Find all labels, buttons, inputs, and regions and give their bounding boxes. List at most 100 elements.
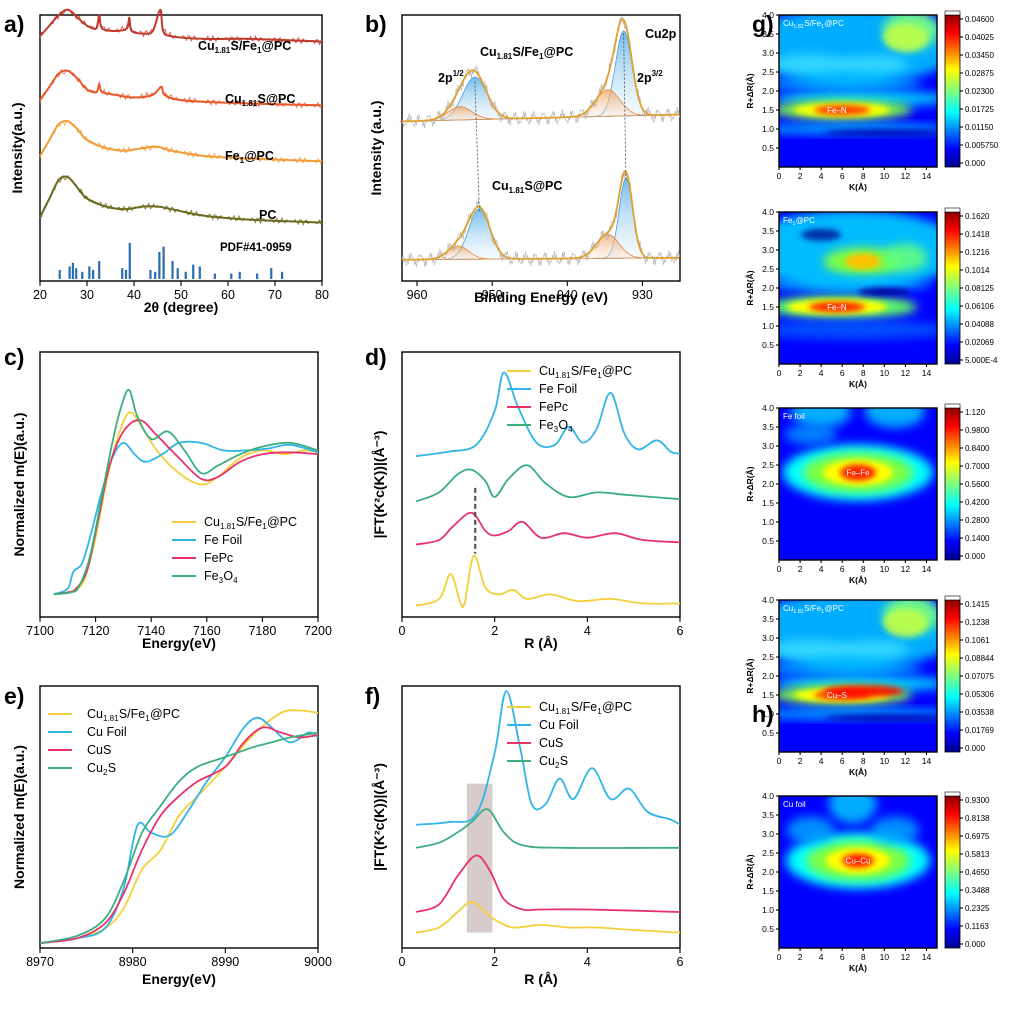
- x-tick-label: 10: [880, 756, 890, 766]
- y-tick-label: 1.0: [762, 709, 774, 719]
- series-line: [415, 690, 681, 826]
- x-tick-label: 2: [491, 624, 498, 638]
- y-tick-label: 4.0: [762, 403, 774, 413]
- plot-area-d: [401, 351, 681, 618]
- x-tick-label: 6: [677, 955, 684, 969]
- x-tick-label: 9000: [304, 955, 332, 969]
- series-noise: [39, 174, 322, 227]
- x-tick-label: 8: [861, 952, 866, 962]
- map-intensity: [779, 278, 933, 291]
- colorbar-label: 0.2325: [965, 904, 990, 913]
- series-label: Cu1.81 S/Fe1 @PC: [198, 39, 291, 55]
- colorbar-label: 0.01150: [965, 123, 994, 132]
- x-tick-label: 8: [861, 171, 866, 181]
- map-intensity: [814, 105, 871, 115]
- map-intensity: [779, 639, 851, 660]
- x-tick-label: 4: [819, 756, 824, 766]
- colorbar-cap: [944, 791, 961, 797]
- x-tick-label: 7160: [193, 624, 221, 638]
- colorbar-label: 0.1216: [965, 248, 990, 257]
- y-tick-label: 3.0: [762, 829, 774, 839]
- y-tick-label: 0.5: [762, 728, 774, 738]
- x-tick-label: 4: [584, 624, 591, 638]
- colorbar-label: 0.04088: [965, 320, 994, 329]
- map-annotation: Cu–Cu: [846, 857, 871, 866]
- colorbar-label: 0.000: [965, 744, 986, 753]
- x-tick-label: 14: [922, 368, 932, 378]
- map-intensity: [840, 464, 876, 481]
- x-tick-label: 4: [819, 368, 824, 378]
- series-line: [415, 511, 681, 546]
- plot-area-c: [39, 351, 319, 618]
- colorbar-cap: [944, 207, 961, 213]
- x-tick-label: 0: [777, 368, 782, 378]
- x-axis-label: Energy(eV): [142, 635, 216, 651]
- x-tick-label: 6: [677, 624, 684, 638]
- x-tick-label: 2: [491, 955, 498, 969]
- fit-component: [551, 233, 665, 260]
- map-intensity: [842, 853, 874, 868]
- colorbar-label: 0.03450: [965, 51, 994, 60]
- x-tick-label: 7140: [137, 624, 165, 638]
- x-tick-label: 6: [840, 368, 845, 378]
- colorbar-label: 0.4200: [965, 498, 990, 507]
- x-tick-label: 12: [901, 952, 911, 962]
- legend-label: Cu1.81 S/Fe1 @PC: [539, 700, 632, 716]
- plot-area-f: [401, 685, 681, 949]
- map-intensity: [858, 287, 911, 296]
- y-tick-label: 2.5: [762, 460, 774, 470]
- colorbar-label: 0.2800: [965, 516, 990, 525]
- x-tick-label: 14: [922, 564, 932, 574]
- y-tick-label: 2.5: [762, 652, 774, 662]
- x-axis-label: R (Å): [524, 971, 557, 987]
- map-intensity: [779, 54, 851, 75]
- map-intensity: [824, 714, 937, 721]
- colorbar: [944, 407, 961, 561]
- legend-label: Cu2 S: [87, 761, 116, 777]
- guide-line: [474, 81, 480, 212]
- map-intensity: [864, 408, 925, 428]
- x-axis-label: K(Å): [849, 767, 867, 777]
- y-tick-label: 3.0: [762, 633, 774, 643]
- y-tick-label: 3.0: [762, 441, 774, 451]
- x-axis-label: Energy(eV): [142, 971, 216, 987]
- series-line: [39, 726, 319, 944]
- map-intensity: [786, 816, 835, 845]
- colorbar-label: 0.1400: [965, 534, 990, 543]
- colorbar-label: 0.08125: [965, 284, 994, 293]
- map-intensity: [779, 660, 923, 677]
- panel-label: d): [365, 344, 387, 370]
- series-line: [415, 371, 681, 458]
- map-intensity: [870, 816, 919, 845]
- legend-label: Cu1.81 S/Fe1 @PC: [204, 515, 297, 531]
- colorbar-label: 0.1014: [965, 266, 990, 275]
- colorbar-cap: [944, 403, 961, 409]
- y-axis-label: Intensity(a.u.): [9, 102, 25, 193]
- y-tick-label: 1.5: [762, 302, 774, 312]
- x-tick-label: 940: [557, 288, 578, 302]
- map-intensity: [784, 424, 837, 445]
- map-intensity: [779, 75, 923, 92]
- series-label: PC: [259, 208, 276, 222]
- y-tick-label: 2.0: [762, 86, 774, 96]
- series-label: Cu1.81 S/Fe1 @PC: [480, 45, 573, 61]
- x-tick-label: 12: [901, 756, 911, 766]
- map-intensity: [779, 319, 937, 340]
- reference-label: PDF#41-0959: [220, 242, 292, 254]
- colorbar-label: 0.9800: [965, 426, 990, 435]
- map-title: Fe1 @PC: [783, 216, 815, 227]
- map-intensity: [808, 302, 865, 312]
- y-tick-label: 2.5: [762, 848, 774, 858]
- series-line: [39, 731, 319, 944]
- series-label: Cu1.81 S@PC: [492, 179, 562, 195]
- colorbar-label: 0.5813: [965, 850, 990, 859]
- x-tick-label: 2: [798, 171, 803, 181]
- panel-label: f): [365, 683, 380, 709]
- map-title: Cu1.81 S/Fe1 @PC: [783, 19, 844, 30]
- x-tick-label: 950: [482, 288, 503, 302]
- colorbar-label: 0.8138: [965, 814, 990, 823]
- x-axis-label: K(Å): [849, 182, 867, 192]
- colorbar-label: 1.120: [965, 408, 986, 417]
- map-intensity: [824, 129, 937, 136]
